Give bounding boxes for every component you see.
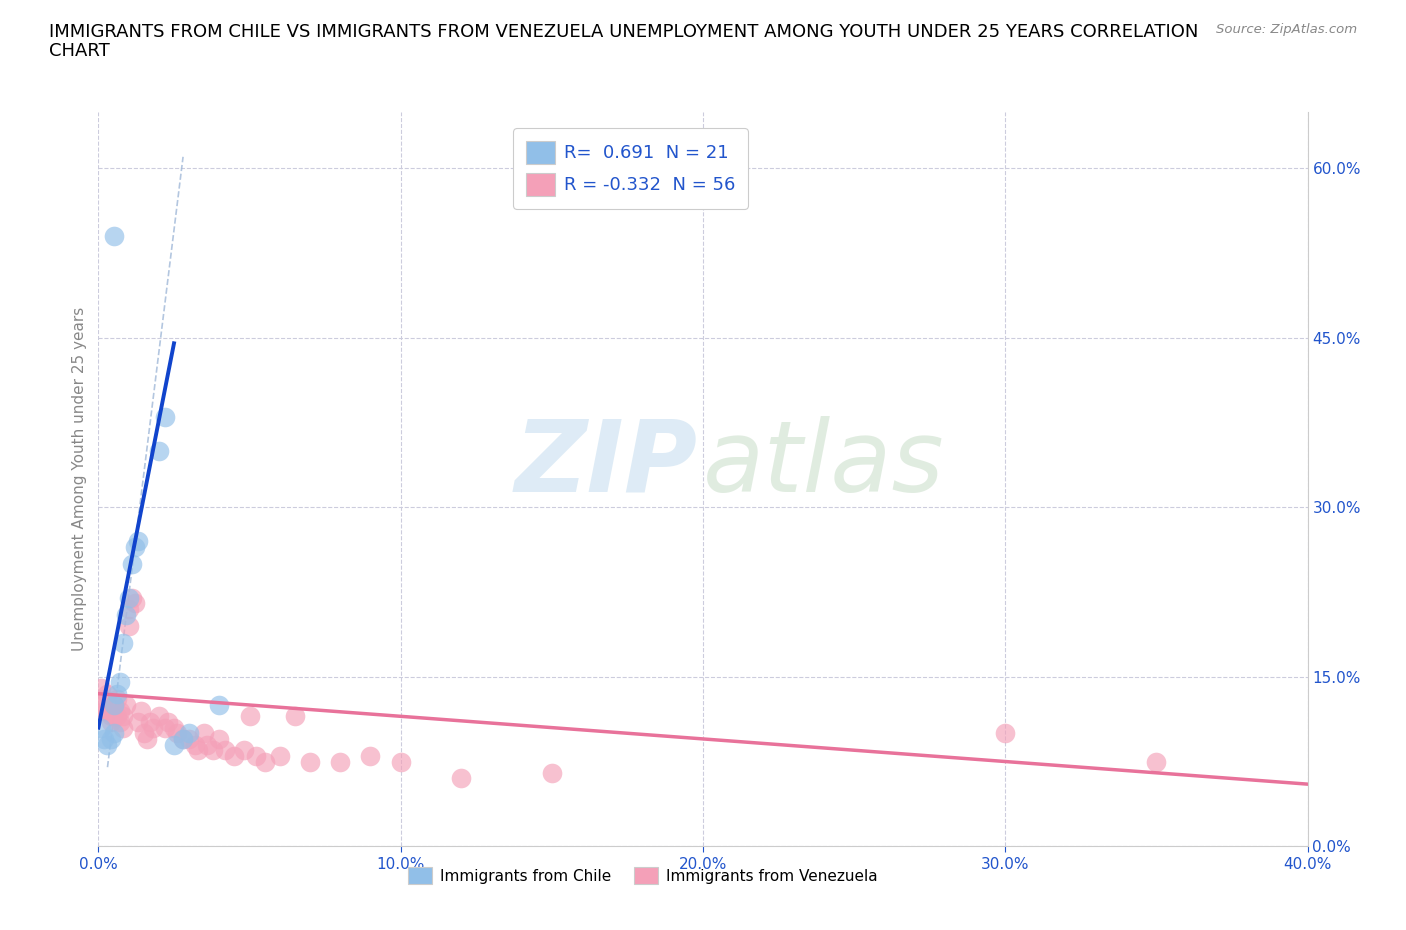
Point bbox=[202, 743, 225, 758]
Point bbox=[103, 709, 125, 724]
Point bbox=[105, 709, 128, 724]
Point bbox=[103, 698, 125, 712]
Point bbox=[121, 591, 143, 605]
Point bbox=[193, 725, 215, 740]
Point bbox=[118, 618, 141, 633]
Point bbox=[148, 709, 170, 724]
Text: CHART: CHART bbox=[49, 42, 110, 60]
Point bbox=[114, 607, 136, 622]
Text: Source: ZipAtlas.com: Source: ZipAtlas.com bbox=[1216, 23, 1357, 36]
Point bbox=[208, 732, 231, 747]
Point bbox=[93, 732, 115, 747]
Point bbox=[239, 709, 262, 724]
Point bbox=[105, 686, 128, 701]
Point bbox=[108, 703, 131, 718]
Point bbox=[103, 229, 125, 244]
Point bbox=[111, 720, 134, 735]
Point bbox=[245, 749, 267, 764]
Point bbox=[195, 737, 218, 752]
Point bbox=[118, 602, 141, 617]
Point bbox=[450, 771, 472, 786]
Point bbox=[129, 703, 152, 718]
Point bbox=[100, 714, 122, 729]
Point bbox=[118, 591, 141, 605]
Point bbox=[90, 698, 112, 712]
Point bbox=[93, 703, 115, 718]
Point bbox=[187, 743, 209, 758]
Point bbox=[127, 534, 149, 549]
Point bbox=[1144, 754, 1167, 769]
Point bbox=[139, 714, 162, 729]
Point bbox=[153, 720, 176, 735]
Point bbox=[156, 714, 179, 729]
Point bbox=[111, 709, 134, 724]
Point bbox=[232, 743, 254, 758]
Point bbox=[100, 732, 122, 747]
Point bbox=[132, 725, 155, 740]
Text: atlas: atlas bbox=[703, 416, 945, 512]
Legend: Immigrants from Chile, Immigrants from Venezuela: Immigrants from Chile, Immigrants from V… bbox=[402, 861, 883, 890]
Point bbox=[103, 725, 125, 740]
Point bbox=[105, 692, 128, 707]
Point bbox=[127, 714, 149, 729]
Point bbox=[90, 720, 112, 735]
Point bbox=[179, 732, 201, 747]
Point bbox=[96, 737, 118, 752]
Point bbox=[166, 725, 188, 740]
Point bbox=[224, 749, 246, 764]
Point bbox=[163, 737, 186, 752]
Point bbox=[172, 732, 194, 747]
Text: IMMIGRANTS FROM CHILE VS IMMIGRANTS FROM VENEZUELA UNEMPLOYMENT AMONG YOUTH UNDE: IMMIGRANTS FROM CHILE VS IMMIGRANTS FROM… bbox=[49, 23, 1198, 41]
Point bbox=[121, 556, 143, 571]
Point bbox=[111, 635, 134, 650]
Point bbox=[90, 681, 112, 696]
Point bbox=[389, 754, 412, 769]
Point bbox=[284, 709, 307, 724]
Y-axis label: Unemployment Among Youth under 25 years: Unemployment Among Youth under 25 years bbox=[72, 307, 87, 651]
Point bbox=[135, 732, 157, 747]
Point bbox=[148, 444, 170, 458]
Point bbox=[96, 703, 118, 718]
Point bbox=[208, 698, 231, 712]
Point bbox=[108, 714, 131, 729]
Point bbox=[93, 692, 115, 707]
Text: ZIP: ZIP bbox=[515, 416, 697, 512]
Point bbox=[360, 749, 382, 764]
Point bbox=[214, 743, 236, 758]
Point bbox=[114, 698, 136, 712]
Point bbox=[269, 749, 291, 764]
Point bbox=[994, 725, 1017, 740]
Point bbox=[142, 720, 165, 735]
Point bbox=[124, 596, 146, 611]
Point bbox=[100, 709, 122, 724]
Point bbox=[540, 765, 562, 780]
Point bbox=[108, 675, 131, 690]
Point bbox=[96, 686, 118, 701]
Point bbox=[124, 539, 146, 554]
Point bbox=[153, 409, 176, 424]
Point bbox=[299, 754, 322, 769]
Point bbox=[103, 698, 125, 712]
Point bbox=[329, 754, 352, 769]
Point bbox=[163, 720, 186, 735]
Point bbox=[172, 732, 194, 747]
Point bbox=[253, 754, 276, 769]
Point bbox=[184, 737, 207, 752]
Point bbox=[179, 725, 201, 740]
